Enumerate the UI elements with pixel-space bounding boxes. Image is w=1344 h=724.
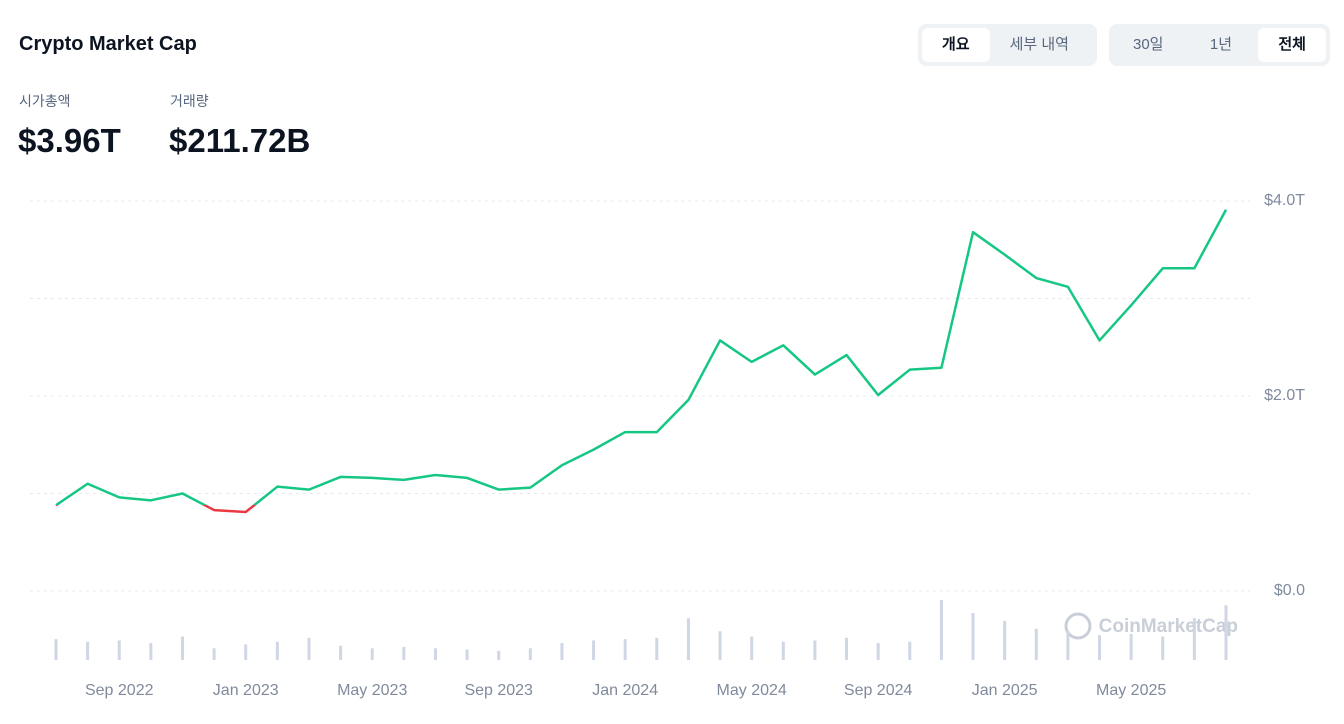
volume-bar [1003,620,1007,660]
volume-bar [939,600,943,660]
x-tick-label: May 2023 [337,682,407,699]
tab-group: 개요 세부 내역 [918,24,1097,66]
volume-bar [433,648,437,660]
volume-bar [275,641,279,660]
volume-bar [402,646,406,660]
y-tick-label: $4.0T [1264,192,1305,209]
volume-bar [465,649,469,660]
volume-bar [54,639,58,660]
tab[interactable]: 개요 [922,28,990,62]
market-cap-line [55,209,1228,514]
tab[interactable]: 세부 내역 [1009,36,1069,53]
volume-bar [244,644,248,660]
stat-label: 거래량 [170,93,209,109]
x-tick-label: Sep 2022 [85,682,154,699]
watermark-logo [1064,612,1092,640]
volume-bar [1034,628,1038,660]
volume-bar [718,631,722,660]
volume-bar [149,643,153,660]
stat-value: $211.72B [169,122,311,159]
volume-bar [1224,605,1228,660]
volume-bar [686,618,690,660]
volume-bar [655,637,659,660]
x-tick-label: Sep 2024 [844,682,913,699]
volume-bar [180,636,184,660]
x-tick-label: Jan 2023 [213,682,279,699]
stat-label: 시가총액 [19,93,71,109]
x-tick-label: Jan 2024 [592,682,658,699]
volume-bar [1066,631,1070,660]
watermark: CoinMarketCap [1099,616,1238,637]
y-tick-label: $2.0T [1264,387,1305,404]
volume-bar [876,643,880,660]
volume-bar [845,637,849,660]
volume-bar [1161,636,1165,660]
volume-bar [1098,635,1102,660]
volume-bar [1192,618,1196,660]
volume-bar [1129,633,1133,660]
volume-bar [370,648,374,660]
range-button[interactable]: 전체 [1258,28,1326,62]
volume-bar [339,645,343,660]
volume-bar [497,650,501,660]
volume-bar [623,639,627,660]
x-tick-label: May 2024 [717,682,787,699]
volume-bar [528,648,532,660]
volume-bar [592,640,596,660]
volume-bar [781,641,785,660]
volume-bar [971,613,975,660]
y-tick-label: $0.0 [1274,582,1305,599]
volume-bar [117,640,121,660]
stat-value: $3.96T [18,122,121,159]
x-tick-label: May 2025 [1096,682,1166,699]
chart-title: Crypto Market Cap [19,33,197,55]
volume-bar [560,643,564,660]
volume-bar [750,636,754,660]
volume-bar [86,641,90,660]
range-group: 30일 1년 전체 [1109,24,1330,66]
range-button[interactable]: 30일 [1133,36,1164,53]
volume-bar [813,640,817,660]
x-tick-label: Sep 2023 [464,682,533,699]
volume-bar [212,648,216,660]
range-button[interactable]: 1년 [1209,36,1233,53]
volume-bar [307,637,311,660]
volume-bar [908,641,912,660]
x-tick-label: Jan 2025 [972,682,1038,699]
